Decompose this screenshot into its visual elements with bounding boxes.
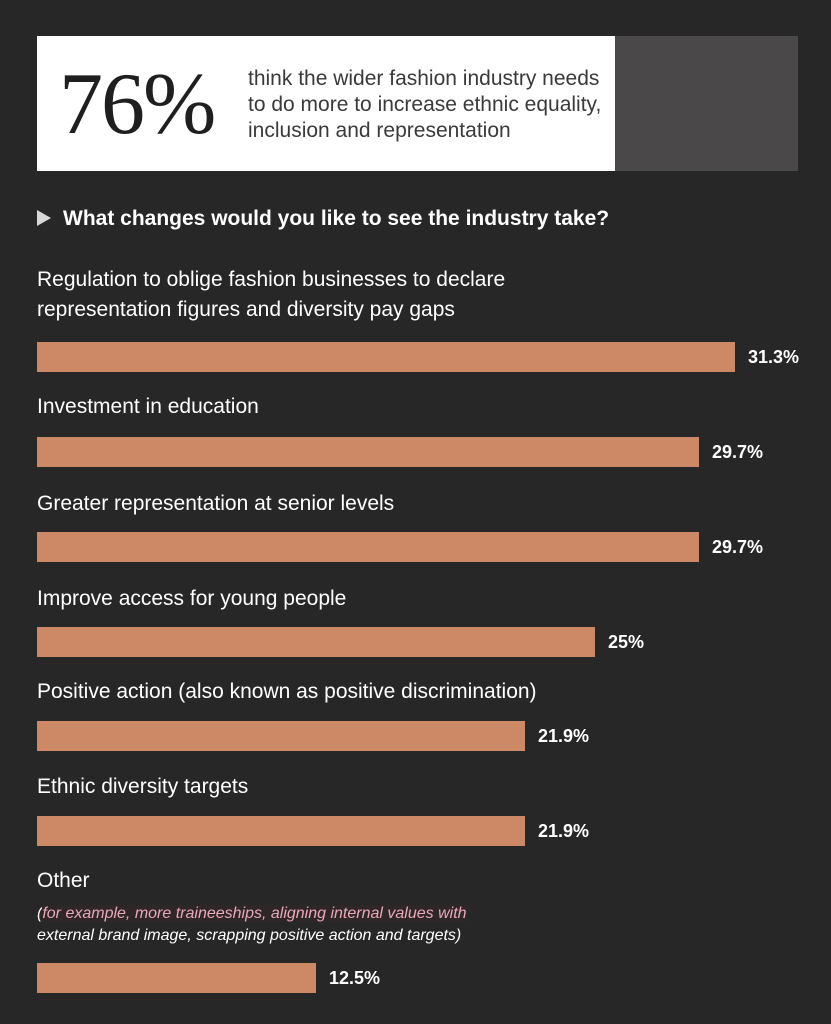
bar-label-positive-action: Positive action (also known as positive … bbox=[37, 680, 537, 703]
bar-young-people bbox=[37, 627, 595, 657]
chart-title: What changes would you like to see the i… bbox=[63, 207, 610, 230]
other-note-highlight: for example, more traineeships, aligning… bbox=[42, 905, 467, 922]
stat-description: think the wider fashion industry needs t… bbox=[248, 67, 602, 142]
value-label-other: 12.5% bbox=[329, 968, 381, 988]
bar-label-education: Investment in education bbox=[37, 395, 259, 418]
headline-stat-box: 76% think the wider fashion industry nee… bbox=[37, 36, 798, 171]
bar-education bbox=[37, 437, 699, 467]
value-label-education: 29.7% bbox=[712, 442, 764, 462]
value-label-diversity-targets: 21.9% bbox=[538, 821, 590, 841]
bar-senior-levels bbox=[37, 532, 699, 562]
value-label-positive-action: 21.9% bbox=[538, 726, 590, 746]
play-arrow-icon bbox=[37, 210, 51, 226]
bar-diversity-targets bbox=[37, 816, 525, 846]
bar-regulation bbox=[37, 342, 735, 372]
other-note-open: ( bbox=[37, 905, 43, 922]
value-label-young-people: 25% bbox=[608, 632, 645, 652]
chart-question: What changes would you like to see the i… bbox=[37, 207, 609, 231]
bar-other bbox=[37, 963, 316, 993]
bar-label-young-people: Improve access for young people bbox=[37, 587, 347, 610]
bar-label-regulation: Regulation to oblige fashion businesses … bbox=[37, 268, 506, 321]
bar-label-diversity-targets: Ethnic diversity targets bbox=[37, 775, 249, 798]
bar-label-senior-levels: Greater representation at senior levels bbox=[37, 492, 395, 515]
value-label-regulation: 31.3% bbox=[748, 347, 800, 367]
other-note-rest: external brand image, scrapping positive… bbox=[37, 927, 462, 944]
bar-label-other: Other bbox=[37, 869, 90, 892]
value-label-senior-levels: 29.7% bbox=[712, 537, 764, 557]
bar-positive-action bbox=[37, 721, 525, 751]
stat-number: 76% bbox=[59, 56, 216, 153]
other-note: (for example, more traineeships, alignin… bbox=[37, 903, 537, 947]
stat-decor-panel bbox=[615, 36, 798, 171]
